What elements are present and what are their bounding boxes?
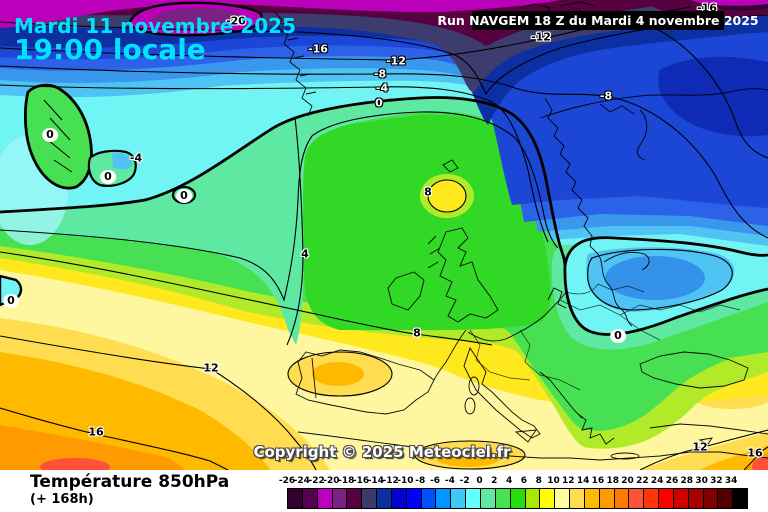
temperature-scale: -26 -24 -22 -20 -18 -16 -14 -12 -10 -8 -6 -4 -2 0 2 4 6 8… <box>279 476 748 510</box>
scale-tick: 6 <box>520 476 528 486</box>
colorbar-cell <box>718 489 734 508</box>
colorbar-cell <box>540 489 556 508</box>
colorbar-cell <box>302 489 318 508</box>
scale-tick: 12 <box>562 476 575 486</box>
colorbar-cell <box>614 489 630 508</box>
scale-tick: -2 <box>459 476 470 486</box>
colorbar-cell <box>599 489 615 508</box>
temperature-map: -20 -16 -12 -16 -12 -8 -4 0 -8 0 -4 0 0 8 4 0 8 0 12 16 12 16… <box>0 0 768 470</box>
scale-tick: -6 <box>430 476 441 486</box>
scale-tick: -14 <box>367 476 384 486</box>
scale-tick: 16 <box>591 476 605 486</box>
model-run-info: Run NAVGEM 18 Z du Mardi 4 novembre 2025 <box>437 11 759 30</box>
map-canvas <box>0 0 768 470</box>
scale-tick: -8 <box>415 476 426 486</box>
colorbar-cell <box>421 489 437 508</box>
colorbar-cell <box>659 489 674 508</box>
colorbar-cell <box>466 489 481 508</box>
scale-tick: 4 <box>505 476 513 486</box>
colorbar-cell <box>451 489 467 508</box>
scale-tick: 28 <box>680 476 694 486</box>
copyright-watermark: Copyright © 2025 Meteociel.fr <box>253 443 511 461</box>
colorbar-cell <box>362 489 378 508</box>
colorbar-cell <box>570 489 585 508</box>
colorbar-cell <box>406 489 422 508</box>
scale-tick: -4 <box>444 476 455 486</box>
legend-strip: Température 850hPa (+ 168h) -26 -24 -22 -20… <box>0 470 768 512</box>
scale-tick: -20 <box>323 476 340 486</box>
colorbar-cell <box>688 489 704 508</box>
colorbar-cell <box>391 489 407 508</box>
scale-tick: -16 <box>352 476 370 486</box>
colorbar-cell <box>555 489 571 508</box>
scale-tick: 30 <box>695 476 708 486</box>
scale-tick: 8 <box>535 476 542 486</box>
scale-tick: 24 <box>650 476 664 486</box>
map-time: 19:00 locale <box>14 33 206 66</box>
colorbar-cell <box>347 489 363 508</box>
scale-tick: -10 <box>397 476 414 486</box>
colorbar-cell <box>495 489 511 508</box>
scale-tick: 14 <box>576 476 590 486</box>
scale-tick: 32 <box>710 476 723 486</box>
colorbar-cell <box>644 489 660 508</box>
scale-labels: -26 -24 -22 -20 -18 -16 -14 -12 -10 -8 -6 -4 -2 0 2 4 6 8… <box>279 476 747 487</box>
colorbar-cell <box>377 489 392 508</box>
scale-tick: -24 <box>293 476 310 486</box>
colorbar-cell <box>525 489 541 508</box>
colorbar-cell <box>288 489 303 508</box>
scale-tick: 20 <box>621 476 634 486</box>
colorbar-cell <box>480 489 496 508</box>
scale-tick: 26 <box>665 476 679 486</box>
colorbar <box>287 488 748 509</box>
colorbar-cell <box>584 489 600 508</box>
colorbar-cell <box>332 489 348 508</box>
scale-tick: -26 <box>278 476 296 486</box>
scale-tick: 22 <box>636 476 649 486</box>
legend-title: Température 850hPa <box>30 472 230 492</box>
colorbar-cell <box>703 489 719 508</box>
scale-tick: -22 <box>308 476 325 486</box>
colorbar-cell <box>510 489 526 508</box>
colorbar-cell <box>733 489 748 508</box>
colorbar-cell <box>629 489 645 508</box>
colorbar-cell <box>436 489 452 508</box>
colorbar-cell <box>317 489 333 508</box>
scale-tick: -12 <box>382 476 399 486</box>
map-date: Mardi 11 novembre 2025 <box>14 14 296 38</box>
scale-tick: 18 <box>606 476 619 486</box>
scale-tick: -18 <box>338 476 355 486</box>
legend-forecast-hour: (+ 168h) <box>30 492 94 507</box>
scale-tick: 34 <box>724 476 738 486</box>
scale-tick: 10 <box>547 476 560 486</box>
colorbar-cell <box>673 489 689 508</box>
scale-tick: 0 <box>476 476 483 486</box>
scale-tick: 2 <box>491 476 498 486</box>
